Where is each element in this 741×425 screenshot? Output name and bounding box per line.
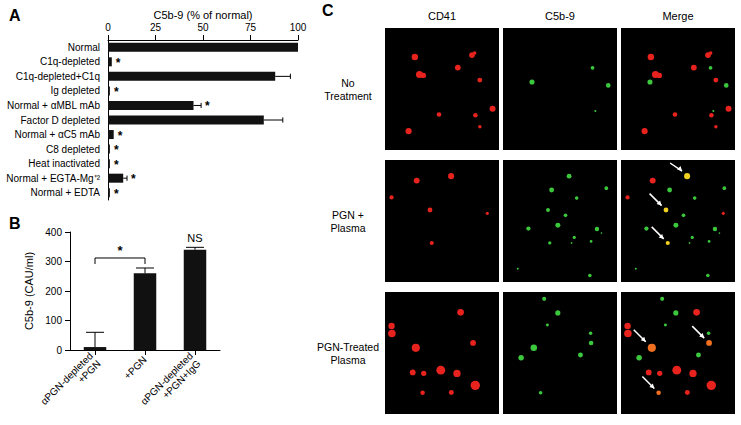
svg-text:C: C — [322, 2, 334, 19]
svg-text:25: 25 — [150, 22, 162, 33]
svg-text:*: * — [114, 158, 119, 172]
svg-text:+PGN: +PGN — [76, 358, 103, 385]
svg-text:Merge: Merge — [662, 10, 693, 22]
svg-text:Normal: Normal — [68, 42, 100, 53]
svg-text:200: 200 — [45, 286, 62, 297]
svg-text:100: 100 — [290, 22, 307, 33]
svg-text:C1q-depleted: C1q-depleted — [40, 56, 100, 67]
svg-text:Plasma: Plasma — [330, 222, 365, 234]
svg-text:PGN +: PGN + — [332, 209, 364, 221]
svg-text:*: * — [131, 172, 136, 186]
svg-text:Normal + EDTA: Normal + EDTA — [30, 187, 100, 198]
svg-text:*: * — [116, 56, 121, 70]
svg-text:Factor D depleted: Factor D depleted — [21, 115, 101, 126]
svg-text:*: * — [114, 187, 119, 201]
svg-text:B: B — [9, 215, 21, 232]
svg-text:0: 0 — [56, 345, 62, 356]
svg-text:Ig depleted: Ig depleted — [51, 85, 101, 96]
svg-text:A: A — [9, 7, 21, 24]
svg-text:Heat inactivated: Heat inactivated — [28, 158, 100, 169]
svg-text:Normal + αC5 mAb: Normal + αC5 mAb — [14, 129, 100, 140]
svg-text:αPGN-depleted: αPGN-depleted — [38, 350, 95, 407]
svg-text:*: * — [114, 143, 119, 157]
svg-text:NS: NS — [187, 232, 202, 244]
svg-text:100: 100 — [45, 315, 62, 326]
svg-text:50: 50 — [197, 22, 209, 33]
svg-text:*: * — [118, 129, 123, 143]
svg-text:C5b-9 (% of normal): C5b-9 (% of normal) — [153, 9, 252, 21]
svg-text:*: * — [117, 243, 123, 258]
svg-text:C1q-depleted+C1q: C1q-depleted+C1q — [16, 71, 100, 82]
svg-text:Normal + αMBL mAb: Normal + αMBL mAb — [7, 100, 100, 111]
svg-text:C5b-9 (CAU/ml): C5b-9 (CAU/ml) — [23, 252, 35, 330]
svg-text:αPGN-depleted: αPGN-depleted — [138, 350, 195, 407]
svg-text:Plasma: Plasma — [330, 354, 365, 366]
svg-text:*: * — [114, 85, 119, 99]
svg-text:0: 0 — [105, 22, 111, 33]
svg-text:CD41: CD41 — [428, 10, 456, 22]
svg-text:C8 depleted: C8 depleted — [46, 144, 100, 155]
svg-text:PGN-Treated: PGN-Treated — [317, 341, 379, 353]
svg-text:No: No — [341, 77, 355, 89]
svg-text:+PGN: +PGN — [122, 354, 149, 381]
svg-text:300: 300 — [45, 256, 62, 267]
svg-text:Treatment: Treatment — [324, 90, 372, 102]
svg-text:Normal + EGTA-Mg⁺²: Normal + EGTA-Mg⁺² — [6, 173, 100, 184]
svg-text:C5b-9: C5b-9 — [545, 10, 575, 22]
svg-text:75: 75 — [245, 22, 257, 33]
svg-text:400: 400 — [45, 227, 62, 238]
svg-text:+PGN+IgG: +PGN+IgG — [160, 358, 203, 401]
svg-text:*: * — [205, 99, 210, 113]
